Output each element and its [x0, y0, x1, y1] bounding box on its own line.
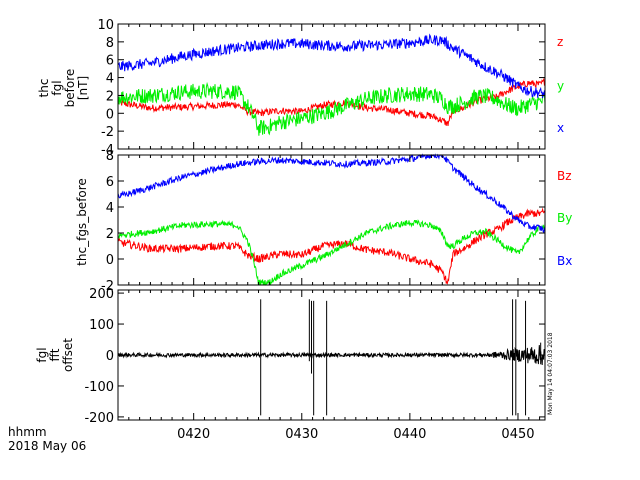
panel-2-ytick-label-1: 0	[106, 253, 114, 268]
panel-1-series-x	[117, 33, 546, 99]
x-tick-label-1: 0430	[285, 427, 318, 442]
x-tick-label-2: 0440	[393, 427, 426, 442]
panel-3-ytick-label-2: 0	[106, 349, 114, 364]
panel-3-ytick-label-4: 200	[89, 287, 114, 302]
panel-3-ytick-label-3: 100	[89, 318, 114, 333]
panel-2-lines	[117, 153, 546, 286]
footer-timestamp: Mon May 14 04:07:03 2018	[547, 332, 554, 415]
panel-2-legend-bx: Bx	[557, 254, 572, 268]
panel-2-series-By	[117, 219, 546, 286]
panel-3: -200 -100 0 100 200 fgl fft offset	[35, 287, 546, 426]
panel-3-ylabel-line-3: offset	[61, 338, 75, 372]
panel-1-legend-z: z	[557, 35, 563, 49]
panel-3-yticks: -200 -100 0 100 200	[84, 287, 545, 426]
panel-2-legend-bz: Bz	[557, 169, 572, 183]
panel-2-ylabel: thc_fgs_before	[75, 178, 89, 266]
panel-2-series-Bx	[117, 153, 546, 234]
x-tick-label-3: 0450	[501, 427, 534, 442]
panel-2-legend-by: By	[557, 211, 572, 225]
panel-3-offset-trace	[117, 345, 546, 366]
panel-1-ytick-label-3: 2	[106, 89, 114, 104]
panel-1-ytick-label-4: 4	[106, 72, 114, 87]
panel-1: -4 -2 0 2 4 6 8 10 thc fgl before [nT] z y x	[37, 18, 564, 158]
panel-2: -2 0 2 4 6 8 thc_fgs_before Bz By Bx	[75, 149, 572, 294]
panel-1-ytick-label-0: -4	[101, 143, 114, 158]
panel-3-ylabel-line-1: fgl	[35, 347, 49, 362]
panel-3-lines	[117, 299, 546, 416]
footer-date: 2018 May 06	[8, 439, 86, 453]
panel-2-ytick-label-2: 2	[106, 227, 114, 242]
panel-3-ytick-label-1: -100	[84, 380, 114, 395]
panel-1-legend-y: y	[557, 79, 564, 93]
panel-2-ytick-label-0: -2	[101, 279, 114, 294]
panel-2-yticks: -2 0 2 4 6 8	[101, 149, 545, 294]
panel-2-ytick-label-5: 8	[106, 149, 114, 164]
footer-label: hhmm	[8, 425, 47, 439]
panel-1-ytick-label-6: 8	[106, 36, 114, 51]
panel-1-ytick-label-7: 10	[97, 18, 114, 33]
panel-1-legend-x: x	[557, 121, 564, 135]
panel-2-ytick-label-3: 4	[106, 201, 114, 216]
panel-1-ylabel-line-1: thc	[37, 79, 51, 98]
panel-1-ylabel-line-3: before	[63, 69, 77, 108]
panel-1-frame	[117, 23, 546, 150]
panel-1-lines	[117, 33, 546, 136]
panel-3-ylabel-line-2: fft	[48, 348, 62, 361]
panel-1-series-y	[117, 81, 546, 136]
x-tick-label-0: 0420	[177, 427, 210, 442]
panel-1-ylabel-line-4: [nT]	[76, 76, 90, 100]
panel-1-ytick-label-1: -2	[101, 125, 114, 140]
panel-1-ylabel-line-2: fgl	[50, 80, 64, 95]
panel-1-series-z	[117, 77, 546, 126]
panel-2-ytick-label-4: 6	[106, 175, 114, 190]
panel-3-ytick-label-0: -200	[84, 411, 114, 426]
panel-2-series-Bz	[117, 207, 546, 285]
panel-1-ytick-label-2: 0	[106, 107, 114, 122]
panel-2-frame	[117, 154, 546, 286]
x-axis: 0420 0430 0440 0450	[177, 427, 534, 442]
panel-1-yticks: -4 -2 0 2 4 6 8 10	[97, 18, 545, 158]
panel-1-ytick-label-5: 6	[106, 54, 114, 69]
